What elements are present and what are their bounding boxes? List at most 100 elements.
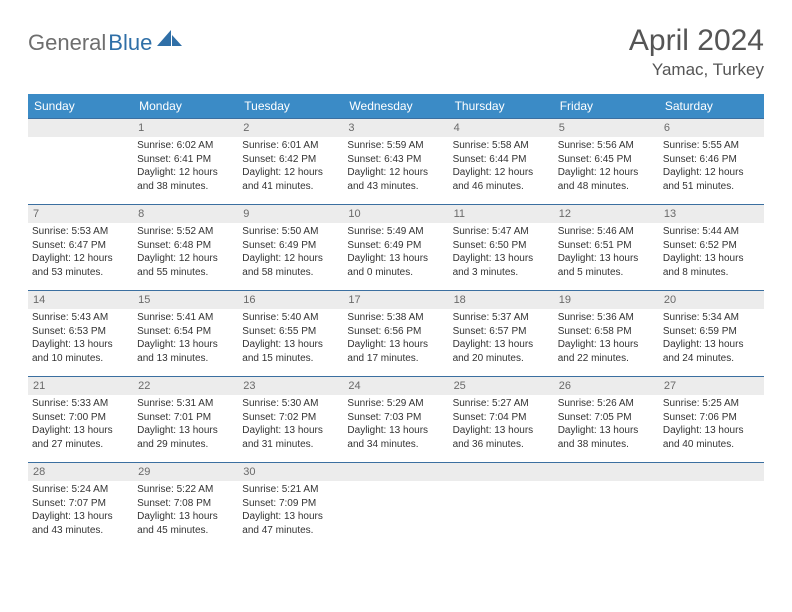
day-line: Sunrise: 6:01 AM xyxy=(242,139,339,153)
day-body: Sunrise: 5:34 AMSunset: 6:59 PMDaylight:… xyxy=(659,309,764,367)
day-line: Sunset: 7:09 PM xyxy=(242,497,339,511)
month-title: April 2024 xyxy=(629,24,764,58)
day-number: 8 xyxy=(133,205,238,223)
day-number: 14 xyxy=(28,291,133,309)
calendar-day-cell: 26Sunrise: 5:26 AMSunset: 7:05 PMDayligh… xyxy=(554,377,659,463)
day-body: Sunrise: 5:31 AMSunset: 7:01 PMDaylight:… xyxy=(133,395,238,453)
day-line: Sunrise: 5:50 AM xyxy=(242,225,339,239)
day-line: and 36 minutes. xyxy=(453,438,550,452)
day-number: 15 xyxy=(133,291,238,309)
day-number: 24 xyxy=(343,377,448,395)
day-line: Sunset: 7:02 PM xyxy=(242,411,339,425)
calendar-day-cell: 7Sunrise: 5:53 AMSunset: 6:47 PMDaylight… xyxy=(28,205,133,291)
day-body xyxy=(659,481,764,485)
day-line: Sunrise: 5:27 AM xyxy=(453,397,550,411)
weekday-header: Sunday xyxy=(28,94,133,119)
calendar-week-row: 21Sunrise: 5:33 AMSunset: 7:00 PMDayligh… xyxy=(28,377,764,463)
day-line: Daylight: 13 hours xyxy=(32,510,129,524)
day-body: Sunrise: 5:22 AMSunset: 7:08 PMDaylight:… xyxy=(133,481,238,539)
day-line: and 51 minutes. xyxy=(663,180,760,194)
day-line: Daylight: 13 hours xyxy=(453,424,550,438)
weekday-header: Thursday xyxy=(449,94,554,119)
day-line: Daylight: 13 hours xyxy=(242,424,339,438)
day-line: and 43 minutes. xyxy=(32,524,129,538)
day-line: Sunset: 6:56 PM xyxy=(347,325,444,339)
calendar-day-cell: 9Sunrise: 5:50 AMSunset: 6:49 PMDaylight… xyxy=(238,205,343,291)
day-number: 4 xyxy=(449,119,554,137)
day-line: Daylight: 13 hours xyxy=(137,338,234,352)
calendar-day-cell: 4Sunrise: 5:58 AMSunset: 6:44 PMDaylight… xyxy=(449,119,554,205)
day-line: and 31 minutes. xyxy=(242,438,339,452)
day-line: Sunrise: 5:34 AM xyxy=(663,311,760,325)
day-line: Sunrise: 5:44 AM xyxy=(663,225,760,239)
day-body: Sunrise: 5:26 AMSunset: 7:05 PMDaylight:… xyxy=(554,395,659,453)
day-line: Sunset: 7:07 PM xyxy=(32,497,129,511)
day-line: and 47 minutes. xyxy=(242,524,339,538)
weekday-header: Monday xyxy=(133,94,238,119)
day-body: Sunrise: 5:49 AMSunset: 6:49 PMDaylight:… xyxy=(343,223,448,281)
day-line: Sunset: 7:01 PM xyxy=(137,411,234,425)
day-line: Sunrise: 6:02 AM xyxy=(137,139,234,153)
day-line: and 55 minutes. xyxy=(137,266,234,280)
day-number: 9 xyxy=(238,205,343,223)
day-number: 20 xyxy=(659,291,764,309)
day-line: Sunset: 6:51 PM xyxy=(558,239,655,253)
day-line: and 22 minutes. xyxy=(558,352,655,366)
calendar-day-cell: 28Sunrise: 5:24 AMSunset: 7:07 PMDayligh… xyxy=(28,463,133,549)
calendar-day-cell xyxy=(28,119,133,205)
day-body xyxy=(28,137,133,141)
day-body: Sunrise: 5:29 AMSunset: 7:03 PMDaylight:… xyxy=(343,395,448,453)
day-line: Sunset: 6:41 PM xyxy=(137,153,234,167)
calendar-day-cell: 5Sunrise: 5:56 AMSunset: 6:45 PMDaylight… xyxy=(554,119,659,205)
calendar-day-cell: 3Sunrise: 5:59 AMSunset: 6:43 PMDaylight… xyxy=(343,119,448,205)
day-line: Daylight: 12 hours xyxy=(32,252,129,266)
day-number: 21 xyxy=(28,377,133,395)
day-line: Daylight: 13 hours xyxy=(558,252,655,266)
day-number: 16 xyxy=(238,291,343,309)
day-line: Sunrise: 5:43 AM xyxy=(32,311,129,325)
day-line: Sunrise: 5:40 AM xyxy=(242,311,339,325)
day-line: Sunset: 6:57 PM xyxy=(453,325,550,339)
day-line: Sunrise: 5:31 AM xyxy=(137,397,234,411)
day-line: Sunset: 7:05 PM xyxy=(558,411,655,425)
day-line: Daylight: 13 hours xyxy=(347,252,444,266)
day-line: Daylight: 13 hours xyxy=(32,338,129,352)
day-line: Daylight: 13 hours xyxy=(558,338,655,352)
day-line: Sunset: 6:43 PM xyxy=(347,153,444,167)
calendar-day-cell xyxy=(343,463,448,549)
day-line: Sunset: 6:49 PM xyxy=(242,239,339,253)
day-line: Daylight: 12 hours xyxy=(137,166,234,180)
day-line: Daylight: 13 hours xyxy=(137,424,234,438)
day-number xyxy=(28,119,133,137)
day-line: and 24 minutes. xyxy=(663,352,760,366)
day-number: 11 xyxy=(449,205,554,223)
day-number: 25 xyxy=(449,377,554,395)
day-body: Sunrise: 5:33 AMSunset: 7:00 PMDaylight:… xyxy=(28,395,133,453)
calendar-day-cell: 16Sunrise: 5:40 AMSunset: 6:55 PMDayligh… xyxy=(238,291,343,377)
weekday-header: Tuesday xyxy=(238,94,343,119)
day-body: Sunrise: 5:53 AMSunset: 6:47 PMDaylight:… xyxy=(28,223,133,281)
day-line: Sunset: 6:59 PM xyxy=(663,325,760,339)
day-line: Daylight: 13 hours xyxy=(347,338,444,352)
day-body: Sunrise: 5:43 AMSunset: 6:53 PMDaylight:… xyxy=(28,309,133,367)
calendar-day-cell: 21Sunrise: 5:33 AMSunset: 7:00 PMDayligh… xyxy=(28,377,133,463)
calendar-day-cell: 22Sunrise: 5:31 AMSunset: 7:01 PMDayligh… xyxy=(133,377,238,463)
page: GeneralBlue April 2024 Yamac, Turkey Sun… xyxy=(0,0,792,559)
day-line: and 34 minutes. xyxy=(347,438,444,452)
day-line: Sunset: 6:47 PM xyxy=(32,239,129,253)
day-body: Sunrise: 5:46 AMSunset: 6:51 PMDaylight:… xyxy=(554,223,659,281)
calendar-day-cell: 14Sunrise: 5:43 AMSunset: 6:53 PMDayligh… xyxy=(28,291,133,377)
day-line: Sunrise: 5:58 AM xyxy=(453,139,550,153)
day-line: Sunset: 7:06 PM xyxy=(663,411,760,425)
day-body: Sunrise: 5:55 AMSunset: 6:46 PMDaylight:… xyxy=(659,137,764,195)
calendar-week-row: 1Sunrise: 6:02 AMSunset: 6:41 PMDaylight… xyxy=(28,119,764,205)
calendar-day-cell: 10Sunrise: 5:49 AMSunset: 6:49 PMDayligh… xyxy=(343,205,448,291)
day-number xyxy=(659,463,764,481)
calendar-day-cell xyxy=(554,463,659,549)
day-body: Sunrise: 5:59 AMSunset: 6:43 PMDaylight:… xyxy=(343,137,448,195)
day-body: Sunrise: 5:47 AMSunset: 6:50 PMDaylight:… xyxy=(449,223,554,281)
day-line: and 20 minutes. xyxy=(453,352,550,366)
day-line: Sunset: 6:54 PM xyxy=(137,325,234,339)
day-body: Sunrise: 5:56 AMSunset: 6:45 PMDaylight:… xyxy=(554,137,659,195)
calendar-day-cell: 18Sunrise: 5:37 AMSunset: 6:57 PMDayligh… xyxy=(449,291,554,377)
